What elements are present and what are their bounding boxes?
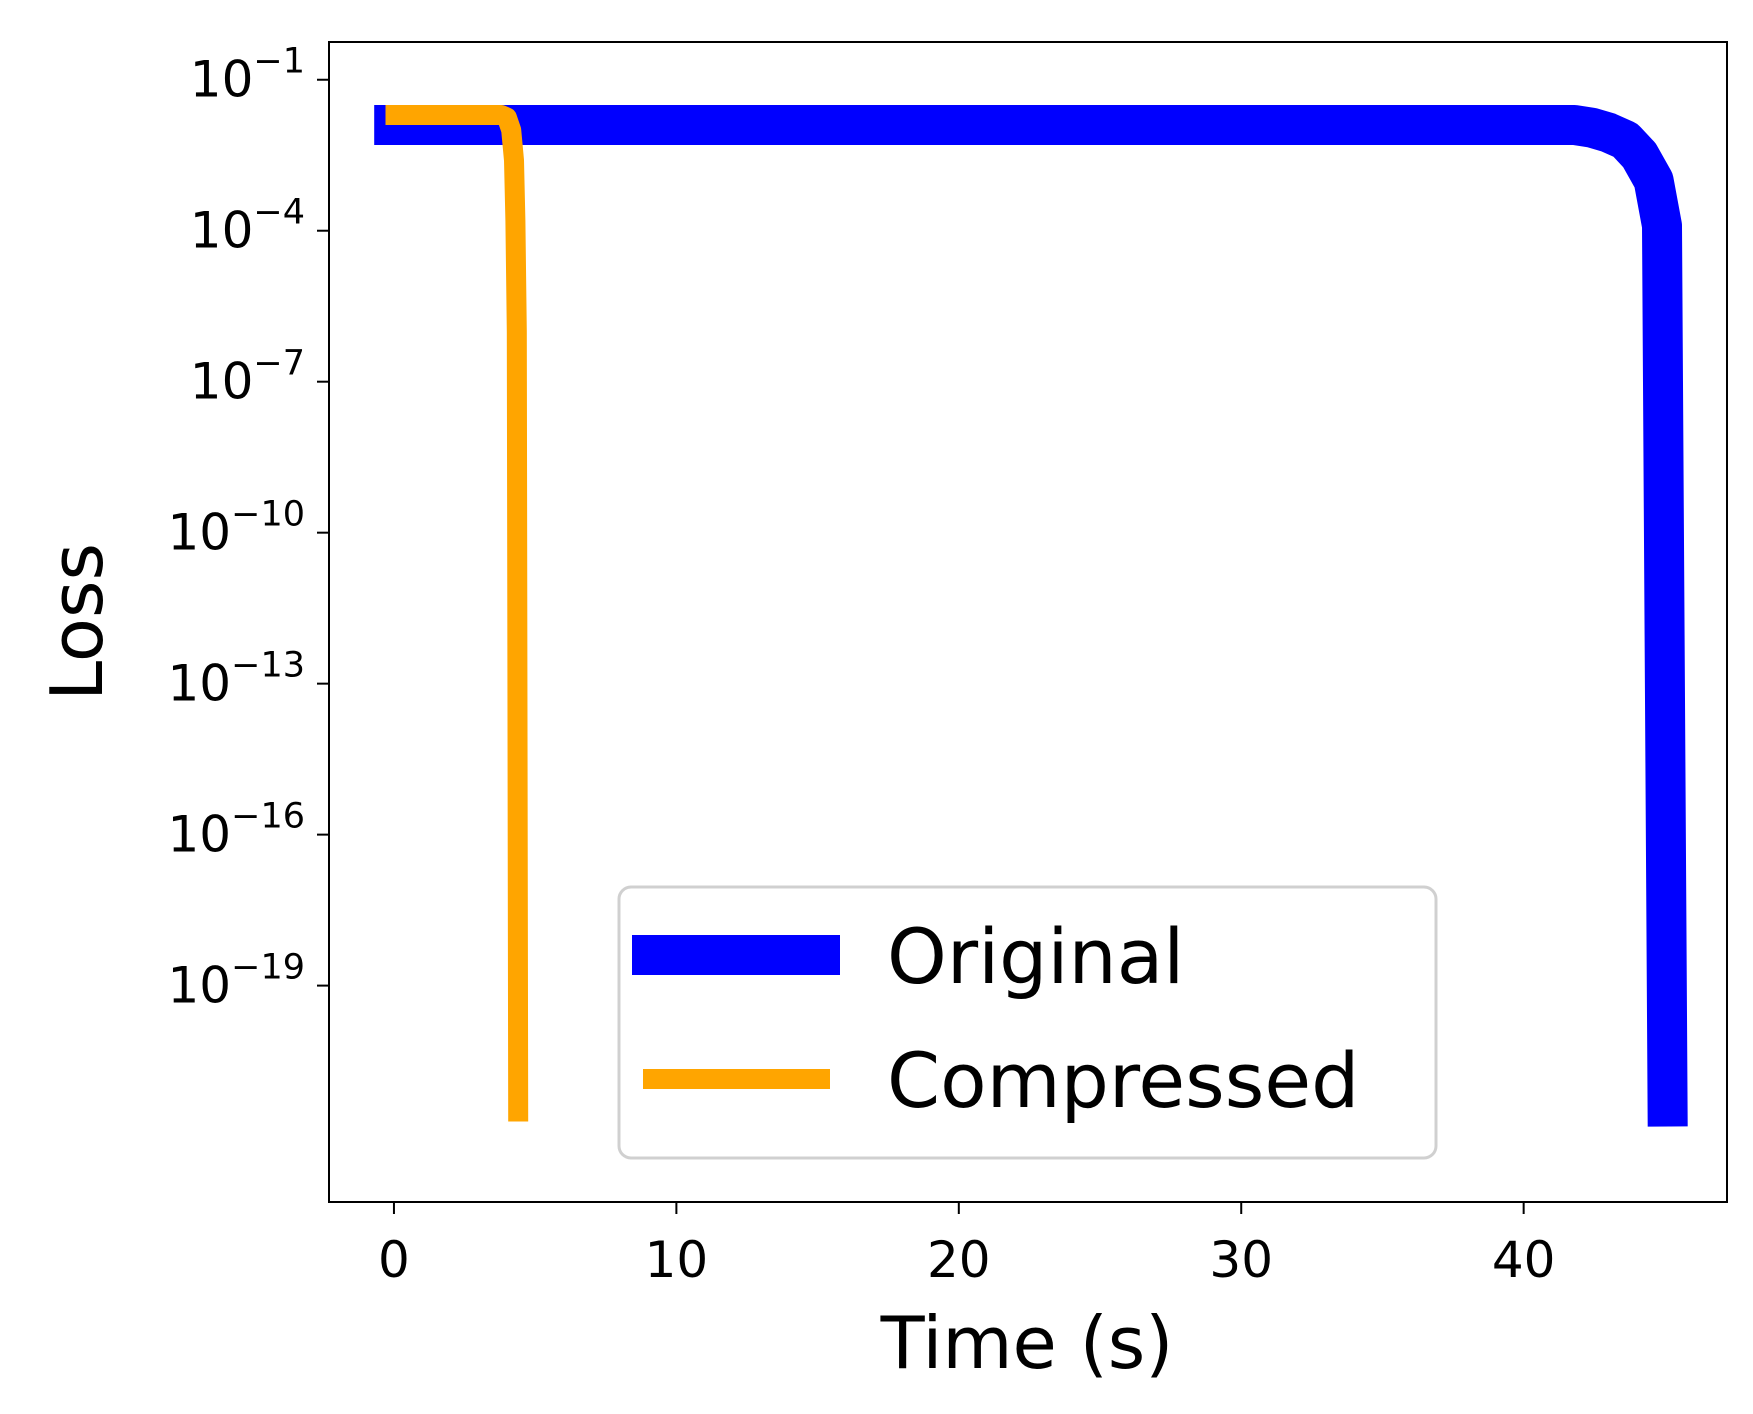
x-tick-label: 0: [378, 1231, 410, 1289]
y-tick-label: 10−1: [190, 42, 305, 109]
series-line-compressed: [385, 105, 529, 1122]
y-tick-label: 10−16: [168, 797, 306, 864]
y-axis-title: Loss: [35, 543, 119, 701]
y-tick-label: 10−4: [190, 193, 305, 260]
series-layer: [374, 105, 1688, 1127]
y-tick-label: 10−10: [168, 495, 306, 562]
series-line-original: [374, 105, 1688, 1127]
y-tick-label: 10−13: [168, 646, 306, 713]
plot-frame: [328, 41, 1728, 1203]
legend-label-compressed: Compressed: [887, 1036, 1359, 1125]
y-tick-label: 10−7: [190, 344, 305, 411]
y-axis: 10−1 10−4 10−7 10−10 10−13 10−16 10−19: [168, 42, 329, 1015]
x-tick-label: 40: [1492, 1231, 1556, 1289]
legend-label-original: Original: [887, 912, 1184, 1001]
x-tick-label: 30: [1209, 1231, 1273, 1289]
legend: Original Compressed: [617, 885, 1438, 1160]
y-tick-label: 10−19: [168, 948, 306, 1015]
plot-area: [374, 105, 1688, 1127]
x-tick-label: 10: [645, 1231, 709, 1289]
x-tick-label: 20: [927, 1231, 991, 1289]
x-axis: 0 10 20 30 40: [378, 1202, 1555, 1289]
x-axis-title: Time (s): [880, 1301, 1174, 1385]
